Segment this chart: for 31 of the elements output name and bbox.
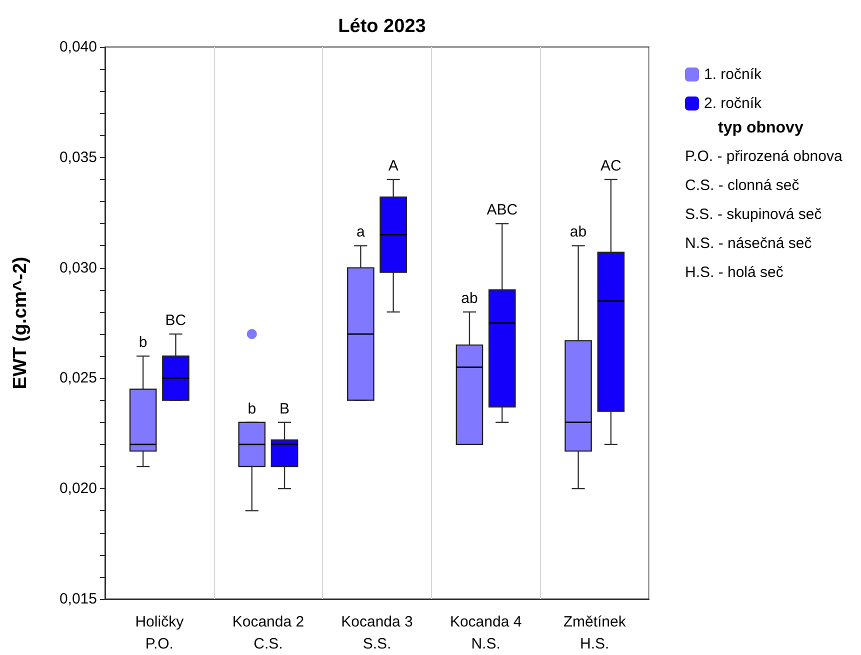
text: A	[388, 157, 398, 174]
text: ab	[570, 224, 587, 241]
text: typ obnovy	[718, 120, 804, 136]
y-tick-label: 0,030	[59, 259, 97, 276]
x-tick-label: Kocanda 3 S.S.	[341, 614, 413, 652]
text: BC	[165, 312, 186, 330]
x-tick-label: Holičky P.O.	[135, 614, 184, 652]
text: N.S. - násečná seč	[685, 235, 812, 252]
y-tick-label: 0,035	[59, 148, 97, 166]
legend-label: 1. ročník	[704, 66, 762, 83]
y-tick-label: 0,020	[59, 480, 97, 498]
text: S.S. - skupinová seč	[685, 206, 822, 223]
text: a	[356, 224, 365, 241]
y-tick-label: 0,015	[59, 590, 97, 608]
y-tick-label: 0,040	[59, 38, 97, 56]
legend-label: 2. ročník	[704, 95, 762, 112]
text: H.S. - holá seč	[685, 264, 784, 281]
y-axis-title: EWT (g.cm^-2)	[10, 256, 31, 390]
text: P.O. - přirozená obnova	[685, 148, 843, 165]
y-tick-label: 0,025	[59, 370, 97, 387]
x-tick-label: Kocanda 4 N.S.	[450, 614, 522, 652]
text: AC	[600, 157, 622, 174]
chart-title: Léto 2023	[338, 16, 426, 37]
text: ABC	[486, 202, 518, 219]
text: C.S. - clonná seč	[685, 177, 800, 194]
text: b	[248, 400, 256, 418]
x-tick-label: Změtínek H.S.	[563, 614, 626, 652]
text: B	[280, 400, 290, 418]
text: b	[138, 334, 148, 352]
x-tick-label: Kocanda 2 C.S.	[232, 614, 304, 652]
text: ab	[461, 290, 478, 307]
